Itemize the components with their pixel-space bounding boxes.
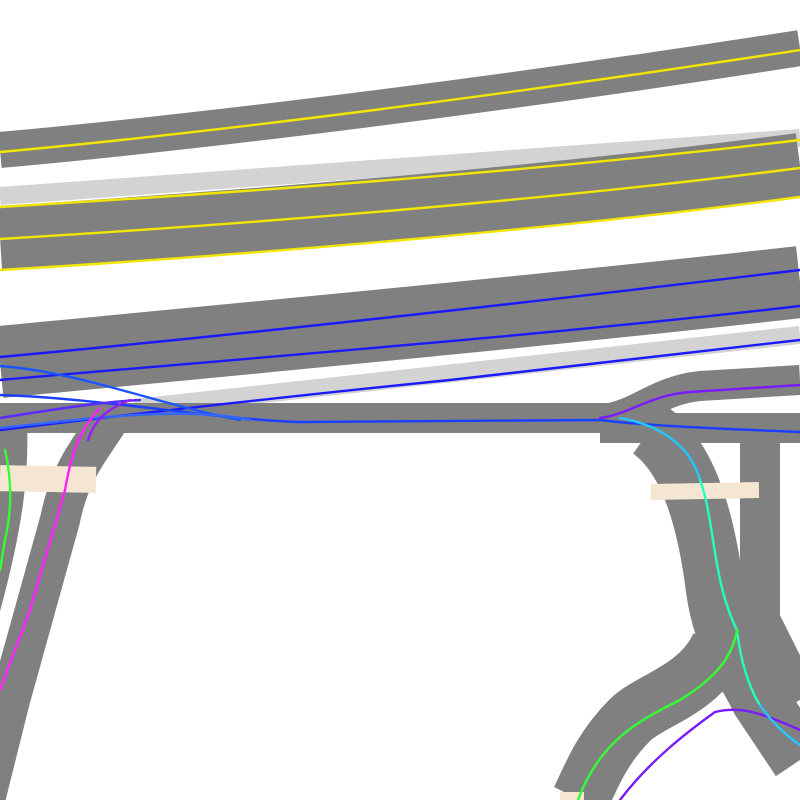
crosswalk-right [650, 482, 760, 500]
crosswalk-bottom [560, 792, 584, 800]
violet-lane-3 [618, 708, 800, 800]
lower-shoulder [134, 326, 800, 417]
green-lane-left [0, 448, 12, 572]
right-edge-road [740, 430, 800, 709]
blue-lane-1 [0, 268, 800, 359]
blue-lane-6 [0, 412, 252, 430]
blue-lane-2 [0, 304, 800, 382]
blue-lane-4 [0, 393, 800, 434]
cyan-lane-2 [758, 703, 800, 747]
violet-lane-left [86, 398, 132, 442]
green-lane-right [576, 628, 739, 800]
violet-lane-1 [598, 383, 800, 420]
cyan-lane-1 [618, 416, 702, 482]
magenta-lane [0, 406, 102, 692]
yellow-multilane-road [0, 133, 800, 270]
crosswalk-left [0, 465, 97, 493]
blue-multilane-road [0, 246, 800, 398]
yellow-lane-4 [0, 195, 800, 272]
yellow-lane-3 [0, 166, 800, 241]
upper-shoulder [0, 129, 800, 205]
yellow-lane-2 [0, 138, 800, 209]
right-branch-road [553, 631, 747, 800]
top-road [0, 30, 800, 168]
left-descending-road-2 [0, 419, 28, 612]
yellow-lane-1 [0, 48, 800, 154]
teal-lane-1 [698, 478, 762, 707]
